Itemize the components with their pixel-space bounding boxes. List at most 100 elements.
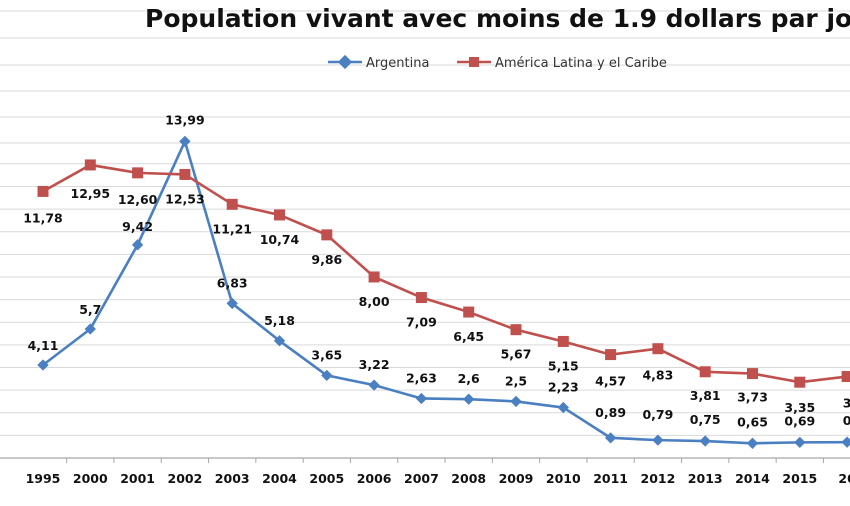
data-label-latam-2012: 4,83 xyxy=(642,368,673,383)
point-latam-2011 xyxy=(605,349,617,361)
series-line-argentina xyxy=(42,140,848,445)
data-label-latam-1995: 11,78 xyxy=(23,210,63,225)
point-latam-2015 xyxy=(794,376,806,388)
x-tick-label-2011: 2011 xyxy=(593,471,628,486)
data-label-argentina-2001: 9,42 xyxy=(122,219,153,234)
data-label-argentina-2003: 6,83 xyxy=(217,275,248,290)
chart-title: Population vivant avec moins de 1.9 doll… xyxy=(145,4,850,33)
point-latam-2005 xyxy=(321,229,333,241)
data-label-latam-2003: 11,21 xyxy=(212,221,252,236)
data-label-argentina-2008: 2,6 xyxy=(458,371,480,386)
data-label-latam-2009: 5,67 xyxy=(501,347,532,362)
data-label-latam-2011: 4,57 xyxy=(595,374,626,389)
data-label-argentina-2010: 2,23 xyxy=(548,380,579,395)
x-tick-label-2008: 2008 xyxy=(451,471,486,486)
legend: Argentina América Latina y el Caribe xyxy=(328,54,667,71)
point-argentina-2008 xyxy=(463,393,475,405)
x-tick-label-2013: 2013 xyxy=(688,471,723,486)
x-tick-label-2000: 2000 xyxy=(73,471,108,486)
x-tick-label-2015: 2015 xyxy=(782,471,817,486)
x-tick-label-2004: 2004 xyxy=(262,471,297,486)
data-label-argentina-2012: 0,79 xyxy=(642,407,673,422)
point-latam-2000 xyxy=(84,159,96,171)
point-latam-2006 xyxy=(368,271,380,283)
x-tick-label-2009: 2009 xyxy=(499,471,534,486)
data-label-argentina-2000: 5,7 xyxy=(79,302,101,317)
point-latam-2014 xyxy=(747,368,758,380)
data-label-latam-2000: 12,95 xyxy=(71,186,111,201)
point-argentina-2003 xyxy=(226,297,238,310)
point-latam-1995 xyxy=(37,185,49,197)
point-latam-2007 xyxy=(415,292,427,304)
legend-label-latam: América Latina y el Caribe xyxy=(495,56,667,71)
x-tick-label-2016: 20 xyxy=(838,471,850,486)
x-tick-label-2006: 2006 xyxy=(357,471,392,486)
point-latam-2004 xyxy=(274,209,285,221)
x-tick-label-2007: 2007 xyxy=(404,471,439,486)
data-label-argentina-2007: 2,63 xyxy=(406,370,437,385)
x-tick-label-2005: 2005 xyxy=(309,471,344,486)
point-latam-2008 xyxy=(463,306,475,318)
data-label-latam-2014: 3,73 xyxy=(737,390,768,405)
point-latam-2009 xyxy=(510,324,522,336)
point-argentina-2009 xyxy=(510,395,522,408)
legend-item-argentina: Argentina xyxy=(328,54,429,71)
data-label-argentina-2014: 0,65 xyxy=(737,414,768,429)
data-label-argentina-2015: 0,69 xyxy=(784,413,815,428)
data-label-argentina-1995: 4,11 xyxy=(28,338,59,353)
gridlines xyxy=(0,10,850,459)
data-label-argentina-2009: 2,5 xyxy=(505,373,527,388)
point-argentina-2013 xyxy=(699,435,711,447)
data-label-argentina-2002: 13,99 xyxy=(165,112,205,127)
legend-label-argentina: Argentina xyxy=(366,56,429,71)
point-latam-2001 xyxy=(132,167,144,179)
point-argentina-2011 xyxy=(604,432,617,444)
data-label-argentina-2005: 3,65 xyxy=(311,347,342,362)
data-label-latam-2002: 12,53 xyxy=(165,191,205,206)
data-label-latam-2007: 7,09 xyxy=(406,315,437,330)
legend-item-latam: América Latina y el Caribe xyxy=(457,56,667,71)
data-label-argentina-2011: 0,89 xyxy=(595,405,626,420)
point-latam-2002 xyxy=(179,168,191,180)
data-label-latam-2015: 3,35 xyxy=(784,400,815,415)
data-label-latam-2005: 9,86 xyxy=(311,252,342,267)
point-argentina-2007 xyxy=(415,392,428,405)
data-label-latam-2001: 12,60 xyxy=(118,192,158,207)
data-label-latam-2006: 8,00 xyxy=(359,294,390,309)
data-label-argentina-2013: 0,75 xyxy=(690,412,721,427)
point-argentina-2005 xyxy=(321,369,333,382)
plot-area: 1995 2000 2001 2002 2003 2004 2005 2006 2007 2008… xyxy=(23,112,850,486)
data-label-latam-2008: 6,45 xyxy=(453,329,484,344)
legend-marker-argentina xyxy=(337,54,353,70)
data-label-argentina-2006: 3,22 xyxy=(359,357,390,372)
point-latam-2010 xyxy=(557,335,569,347)
point-argentina-1995 xyxy=(37,359,49,371)
point-argentina-2004 xyxy=(273,335,286,347)
point-latam-2012 xyxy=(652,343,664,355)
x-tick-label-1995: 1995 xyxy=(26,471,61,486)
data-label-latam-2016: 3 xyxy=(843,396,850,411)
x-tick-label-2012: 2012 xyxy=(641,471,676,486)
series-line-latam xyxy=(42,163,848,384)
x-tick-label-2003: 2003 xyxy=(215,471,250,486)
point-argentina-2016 xyxy=(841,436,850,448)
point-latam-2016 xyxy=(841,371,850,383)
point-argentina-2012 xyxy=(652,434,664,446)
x-tick-label-2002: 2002 xyxy=(168,471,203,486)
point-argentina-2015 xyxy=(794,436,806,449)
x-tick-label-2014: 2014 xyxy=(735,471,770,486)
point-argentina-2010 xyxy=(557,401,569,414)
x-tick-label-2010: 2010 xyxy=(546,471,581,486)
point-argentina-2014 xyxy=(746,437,759,449)
point-argentina-2001 xyxy=(131,239,144,251)
data-label-latam-2013: 3,81 xyxy=(690,388,721,403)
data-label-argentina-2004: 5,18 xyxy=(264,313,295,328)
point-argentina-2006 xyxy=(368,379,380,391)
x-tick-label-2001: 2001 xyxy=(120,471,155,486)
data-label-latam-2004: 10,74 xyxy=(260,232,300,247)
point-latam-2003 xyxy=(226,198,238,210)
legend-marker-latam xyxy=(469,57,479,67)
point-argentina-2002 xyxy=(179,135,191,148)
data-label-latam-2010: 5,15 xyxy=(548,358,579,373)
